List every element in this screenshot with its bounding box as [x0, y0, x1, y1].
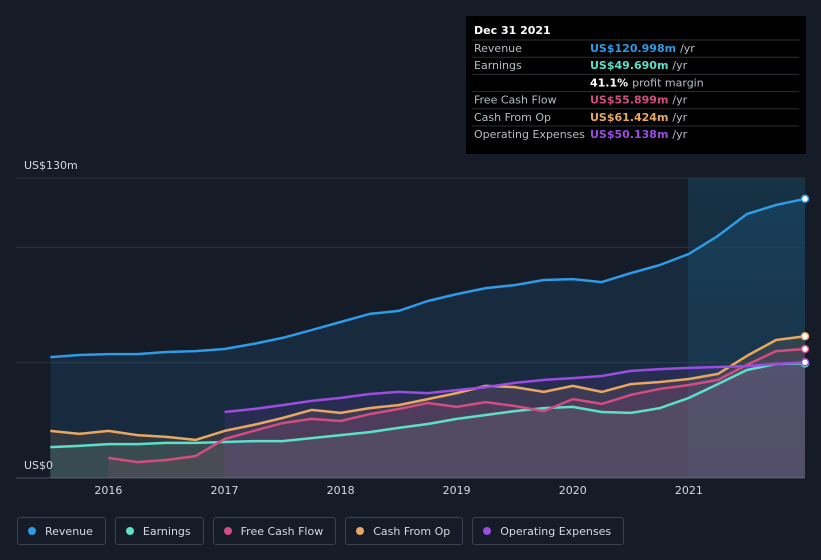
tooltip-label: Free Cash Flow [474, 94, 557, 107]
tooltip-value: 41.1% profit margin [590, 76, 704, 89]
legend-swatch [125, 527, 134, 535]
series-line [224, 361, 806, 414]
tooltip-value-number: US$55.899m [590, 94, 668, 107]
tooltip-value: US$55.899m/yr [590, 94, 688, 107]
tooltip-date: Dec 31 2021 [474, 24, 551, 37]
tooltip-label: Earnings [474, 59, 522, 72]
series-area [224, 362, 805, 478]
x-tick-label: 2020 [559, 484, 587, 497]
legend-swatch [483, 527, 492, 535]
tooltip-value-number: US$50.138m [590, 128, 668, 141]
y-tick-label: US$130m [24, 159, 78, 172]
tooltip-box [466, 16, 806, 154]
x-tick-label: 2016 [94, 484, 122, 497]
end-point [800, 332, 810, 341]
end-point [800, 194, 810, 204]
x-tick-label: 2021 [675, 484, 703, 497]
tooltip-value: US$120.998m/yr [590, 42, 695, 55]
legend-swatch [356, 527, 365, 535]
series-area [50, 198, 806, 479]
tooltip-unit: /yr [672, 128, 687, 141]
legend-swatch [28, 527, 36, 535]
legend-item[interactable]: Cash From Op [345, 517, 464, 545]
end-point [800, 344, 810, 354]
legend-item[interactable]: Operating Expenses [472, 517, 625, 545]
chart: US$0 US$130m 2016 2017 2018 2019 2020 2021 Dec … [16, 16, 810, 497]
legend-label: Free Cash Flow [240, 524, 324, 538]
tooltip-value: US$50.138m/yr [590, 128, 688, 141]
tooltip-value-number: US$49.690m [590, 59, 668, 72]
series-line [50, 335, 806, 442]
legend-item[interactable]: Revenue [17, 517, 106, 545]
x-tick-label: 2018 [327, 484, 355, 497]
tooltip-unit: /yr [672, 59, 687, 72]
x-tick-label: 2019 [443, 484, 471, 497]
series-line [50, 197, 806, 359]
past-year-highlight [688, 178, 805, 478]
tooltip-label: Revenue [474, 42, 522, 55]
legend-label: Revenue [45, 524, 93, 538]
series-line [108, 347, 806, 464]
end-point [800, 358, 810, 367]
legend-label: Cash From Op [373, 524, 451, 538]
legend-swatch [223, 527, 232, 535]
legend: Revenue Earnings Free Cash Flow Cash From O… [17, 517, 625, 545]
legend-item[interactable]: Free Cash Flow [212, 517, 337, 545]
tooltip-unit: profit margin [632, 76, 704, 89]
y-tick-label: US$0 [24, 459, 53, 472]
tooltip-label: Cash From Op [474, 111, 551, 124]
tooltip: Dec 31 2021 Revenue US$120.998m/yr Earnings… [466, 16, 806, 154]
tooltip-value-number: US$61.424m [590, 111, 668, 124]
tooltip-unit: /yr [672, 94, 687, 107]
legend-label: Earnings [142, 524, 191, 538]
tooltip-value: US$61.424m/yr [590, 111, 688, 124]
tooltip-value-number: 41.1% [590, 76, 628, 89]
tooltip-unit: /yr [680, 42, 695, 55]
series-area [50, 363, 806, 478]
tooltip-value: US$49.690m/yr [590, 59, 688, 72]
series-line [50, 362, 806, 449]
legend-label: Operating Expenses [500, 524, 612, 538]
series-area [108, 349, 805, 478]
tooltip-label: Operating Expenses [474, 128, 585, 141]
tooltip-value-number: US$120.998m [590, 42, 676, 55]
legend-item[interactable]: Earnings [114, 517, 204, 545]
x-tick-label: 2017 [210, 484, 238, 497]
tooltip-unit: /yr [672, 111, 687, 124]
